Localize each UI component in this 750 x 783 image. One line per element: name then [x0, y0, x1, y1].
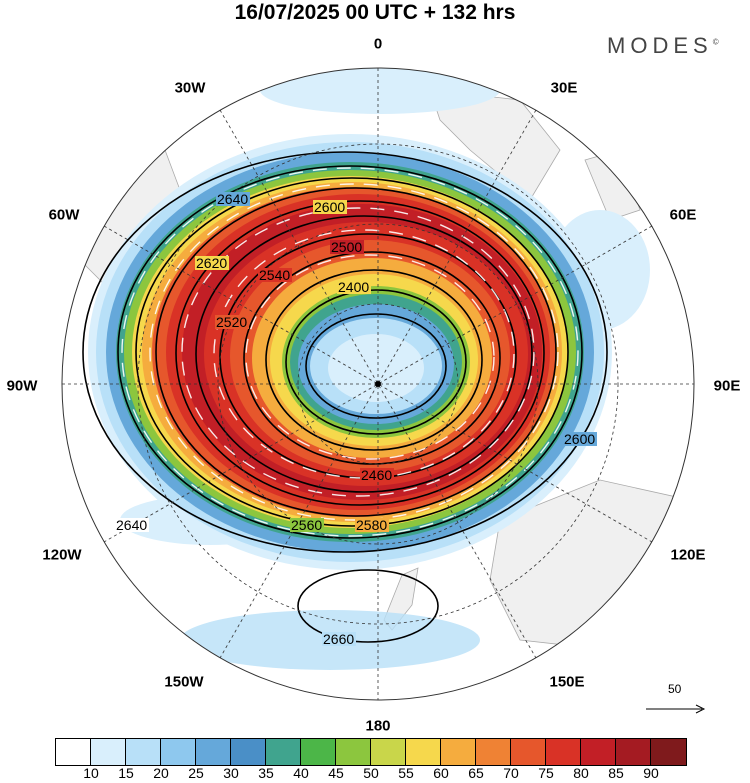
colorbar-tick: 65: [468, 765, 484, 781]
contour-label-2600: 2600: [314, 199, 345, 215]
contour-label-2640: 2640: [217, 191, 248, 207]
colorbar: [55, 738, 687, 766]
colorbar-tick: 55: [398, 765, 414, 781]
contour-label-2520: 2520: [216, 314, 247, 330]
colorbar-swatch: [266, 739, 301, 765]
lon-label-180: 180: [365, 717, 391, 735]
colorbar-tick: 45: [328, 765, 344, 781]
contour-label-2460: 2460: [361, 467, 392, 483]
colorbar-swatch: [371, 739, 406, 765]
colorbar-swatch: [406, 739, 441, 765]
contour-label-2560: 2560: [291, 517, 322, 533]
lon-label-90e: 90E: [713, 377, 741, 395]
colorbar-tick: 60: [433, 765, 449, 781]
colorbar-tick: 20: [153, 765, 169, 781]
lon-label-150w: 150W: [164, 673, 204, 691]
lon-label-30e: 30E: [550, 79, 578, 97]
colorbar-swatch: [231, 739, 266, 765]
colorbar-swatch: [126, 739, 161, 765]
lon-label-60w: 60W: [48, 206, 80, 224]
colorbar-swatch: [161, 739, 196, 765]
colorbar-tick: 75: [538, 765, 554, 781]
contour-label-2600-b: 2600: [564, 431, 595, 447]
lon-label-120e: 120E: [670, 546, 706, 564]
colorbar-labels: 10 15 20 25 30 35 40 45 50 55 60 65 70 75 80 85 90: [0, 765, 750, 783]
contour-labels: 2640 2600 2620 2540 2500 2520 2400 2460 …: [115, 191, 597, 647]
contour-label-2540: 2540: [259, 267, 290, 283]
lon-label-120w: 120W: [42, 546, 82, 564]
colorbar-tick: 40: [293, 765, 309, 781]
polar-map: 2640 2600 2620 2540 2500 2520 2400 2460 …: [61, 67, 695, 701]
lon-label-150e: 150E: [549, 673, 585, 691]
brand-logo: MODES©: [607, 33, 719, 59]
colorbar-tick: 15: [118, 765, 134, 781]
brand-text: MODES: [607, 33, 713, 58]
contour-label-2660: 2660: [323, 631, 354, 647]
arrow-right-icon: [646, 704, 706, 714]
colorbar-tick: 80: [573, 765, 589, 781]
map-boundary: [61, 67, 695, 701]
south-pole-marker: [375, 381, 381, 387]
lon-label-90w: 90W: [6, 377, 38, 395]
colorbar-swatch: [511, 739, 546, 765]
colorbar-swatch: [56, 739, 91, 765]
reference-vector-label: 50: [668, 682, 682, 696]
contour-label-2400: 2400: [338, 279, 369, 295]
colorbar-tick: 10: [83, 765, 99, 781]
contour-label-2500: 2500: [331, 239, 362, 255]
colorbar-swatch: [616, 739, 651, 765]
colorbar-swatch: [91, 739, 126, 765]
colorbar-tick: 25: [188, 765, 204, 781]
colorbar-swatch: [336, 739, 371, 765]
contour-label-2620: 2620: [196, 255, 227, 271]
map-disk: [62, 68, 694, 700]
colorbar-tick: 90: [643, 765, 659, 781]
lon-label-30w: 30W: [174, 79, 206, 97]
colorbar-tick: 35: [258, 765, 274, 781]
brand-mark: ©: [712, 37, 719, 47]
colorbar-tick: 70: [503, 765, 519, 781]
colorbar-swatch: [441, 739, 476, 765]
colorbar-swatch: [476, 739, 511, 765]
contour-label-2580: 2580: [356, 517, 387, 533]
colorbar-tick: 85: [608, 765, 624, 781]
colorbar-tick: 30: [223, 765, 239, 781]
map-title: 16/07/2025 00 UTC + 132 hrs: [234, 1, 516, 24]
colorbar-swatch: [196, 739, 231, 765]
lon-label-60e: 60E: [669, 206, 697, 224]
graticule: [62, 68, 694, 700]
colorbar-swatch: [651, 739, 686, 765]
colorbar-tick: 50: [363, 765, 379, 781]
wind-vectors: [121, 167, 579, 537]
lon-label-0: 0: [373, 35, 383, 53]
contour-label-2640-b: 2640: [116, 517, 147, 533]
colorbar-swatch: [581, 739, 616, 765]
colorbar-swatch: [301, 739, 336, 765]
colorbar-swatch: [546, 739, 581, 765]
